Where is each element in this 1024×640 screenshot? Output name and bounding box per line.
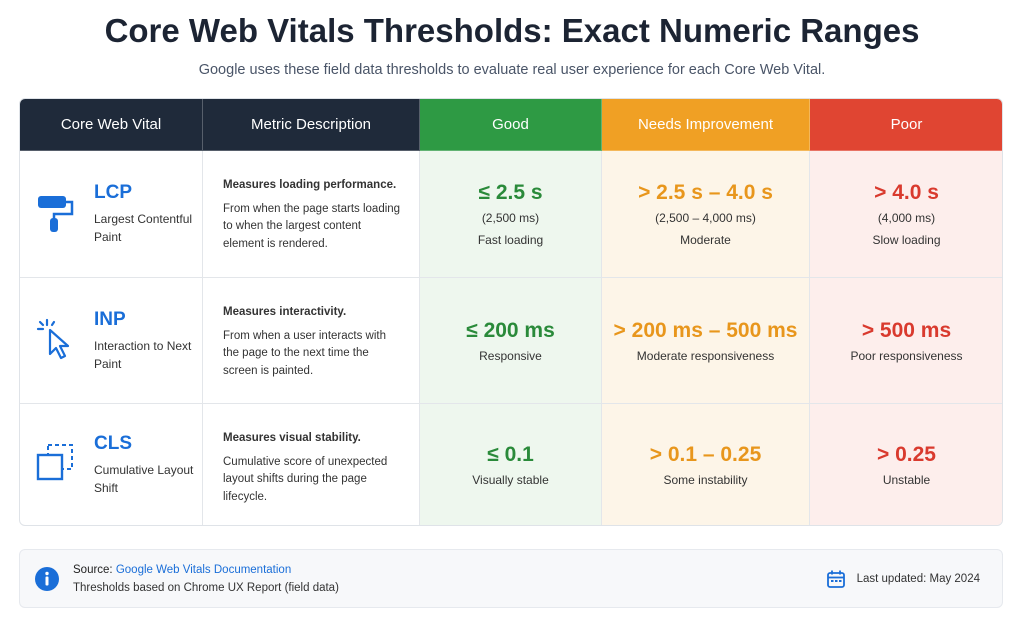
- description-title: Measures visual stability.: [223, 432, 361, 444]
- description-title: Measures interactivity.: [223, 306, 347, 318]
- description-text: From when a user interacts with the page…: [223, 329, 386, 377]
- footer: Source: Google Web Vitals Documentation …: [19, 549, 1003, 608]
- threshold-range: > 2.5 s – 4.0 s: [638, 181, 773, 204]
- column-header: Metric Description: [203, 99, 420, 151]
- vital-name: Cumulative Layout Shift: [94, 463, 194, 495]
- roller-icon: [38, 195, 74, 232]
- threshold-range: > 200 ms – 500 ms: [613, 318, 798, 342]
- vital-cell: CLS Cumulative Layout Shift: [20, 404, 203, 525]
- threshold-label: Some instability: [663, 473, 748, 487]
- threshold-range: ≤ 2.5 s: [478, 181, 543, 204]
- vital-cell: INP Interaction to Next Paint: [20, 278, 203, 404]
- column-header: Core Web Vital: [20, 99, 203, 151]
- vital-name: Largest Contentful Paint: [94, 212, 193, 244]
- good-cell: ≤ 200 ms Responsive: [420, 278, 602, 404]
- threshold-label: Poor responsiveness: [850, 348, 963, 363]
- poor-cell: > 0.25 Unstable: [810, 404, 1002, 525]
- subtitle: Google uses these field data thresholds …: [198, 62, 826, 78]
- column-header: Needs Improvement: [602, 99, 810, 151]
- needs-cell: > 0.1 – 0.25 Some instability: [602, 404, 810, 525]
- layout-icon: [36, 443, 73, 480]
- description-title: Measures loading performance.: [223, 179, 397, 191]
- vital-abbr: INP: [94, 308, 126, 330]
- description-cell: Measures loading performance. From when t…: [203, 151, 420, 278]
- description-text: Cumulative score of unexpected layout sh…: [223, 455, 388, 503]
- vital-text: INP Interaction to Next Paint: [94, 309, 199, 373]
- footer-note: Thresholds based on Chrome UX Report (fi…: [73, 582, 339, 594]
- poor-cell: > 500 ms Poor responsiveness: [810, 278, 1002, 404]
- needs-cell: > 200 ms – 500 ms Moderate responsiveness: [602, 278, 810, 404]
- threshold-label: Unstable: [882, 473, 931, 487]
- column-header: Good: [420, 99, 602, 151]
- vital-text: CLS Cumulative Layout Shift: [94, 433, 199, 497]
- threshold-label: Responsive: [479, 348, 542, 363]
- threshold-range: > 0.25: [877, 443, 936, 466]
- vital-abbr: CLS: [94, 433, 132, 454]
- info-icon: [35, 567, 59, 591]
- good-cell: ≤ 0.1 Visually stable: [420, 404, 602, 525]
- threshold-range: ≤ 200 ms: [466, 318, 555, 342]
- thresholds-table: Core Web Vital Metric Description Good Need…: [19, 98, 1003, 526]
- last-updated: Last updated: May 2024: [856, 573, 980, 585]
- threshold-label: Moderate: [680, 233, 731, 247]
- threshold-range: > 0.1 – 0.25: [649, 443, 762, 466]
- good-cell: ≤ 2.5 s (2,500 ms) Fast loading: [420, 151, 602, 278]
- threshold-label: Moderate responsiveness: [636, 348, 775, 363]
- vital-text: LCP Largest Contentful Paint: [94, 182, 199, 246]
- threshold-range: > 4.0 s: [874, 181, 939, 204]
- description-cell: Measures interactivity. From when a user …: [203, 278, 420, 404]
- column-header: Poor: [810, 99, 1002, 151]
- threshold-ms: (2,500 ms): [481, 211, 540, 225]
- threshold-range: > 500 ms: [861, 318, 952, 342]
- calendar-icon: [827, 570, 845, 588]
- vital-name: Interaction to Next Paint: [94, 338, 192, 371]
- threshold-range: ≤ 0.1: [487, 443, 534, 466]
- needs-cell: > 2.5 s – 4.0 s (2,500 – 4,000 ms) Moderat…: [602, 151, 810, 278]
- poor-cell: > 4.0 s (4,000 ms) Slow loading: [810, 151, 1002, 278]
- description-cell: Measures visual stability. Cumulative sco…: [203, 404, 420, 525]
- vital-icon: [34, 441, 78, 490]
- title: Core Web Vitals Thresholds: Exact Numeri…: [104, 12, 920, 49]
- source-link[interactable]: Google Web Vitals Documentation: [115, 564, 292, 576]
- threshold-ms: (4,000 ms): [877, 211, 936, 225]
- threshold-label: Fast loading: [477, 233, 544, 247]
- description-text: From when the page starts loading to whe…: [223, 202, 401, 250]
- threshold-ms: (2,500 – 4,000 ms): [655, 211, 756, 225]
- vital-icon: [34, 190, 78, 239]
- cursor-icon: [36, 318, 70, 360]
- threshold-label: Slow loading: [872, 233, 941, 247]
- threshold-label: Visually stable: [472, 473, 549, 487]
- vital-icon: [34, 316, 78, 365]
- source-label: Source:: [73, 564, 113, 576]
- vital-abbr: LCP: [94, 182, 132, 203]
- vital-cell: LCP Largest Contentful Paint: [20, 151, 203, 278]
